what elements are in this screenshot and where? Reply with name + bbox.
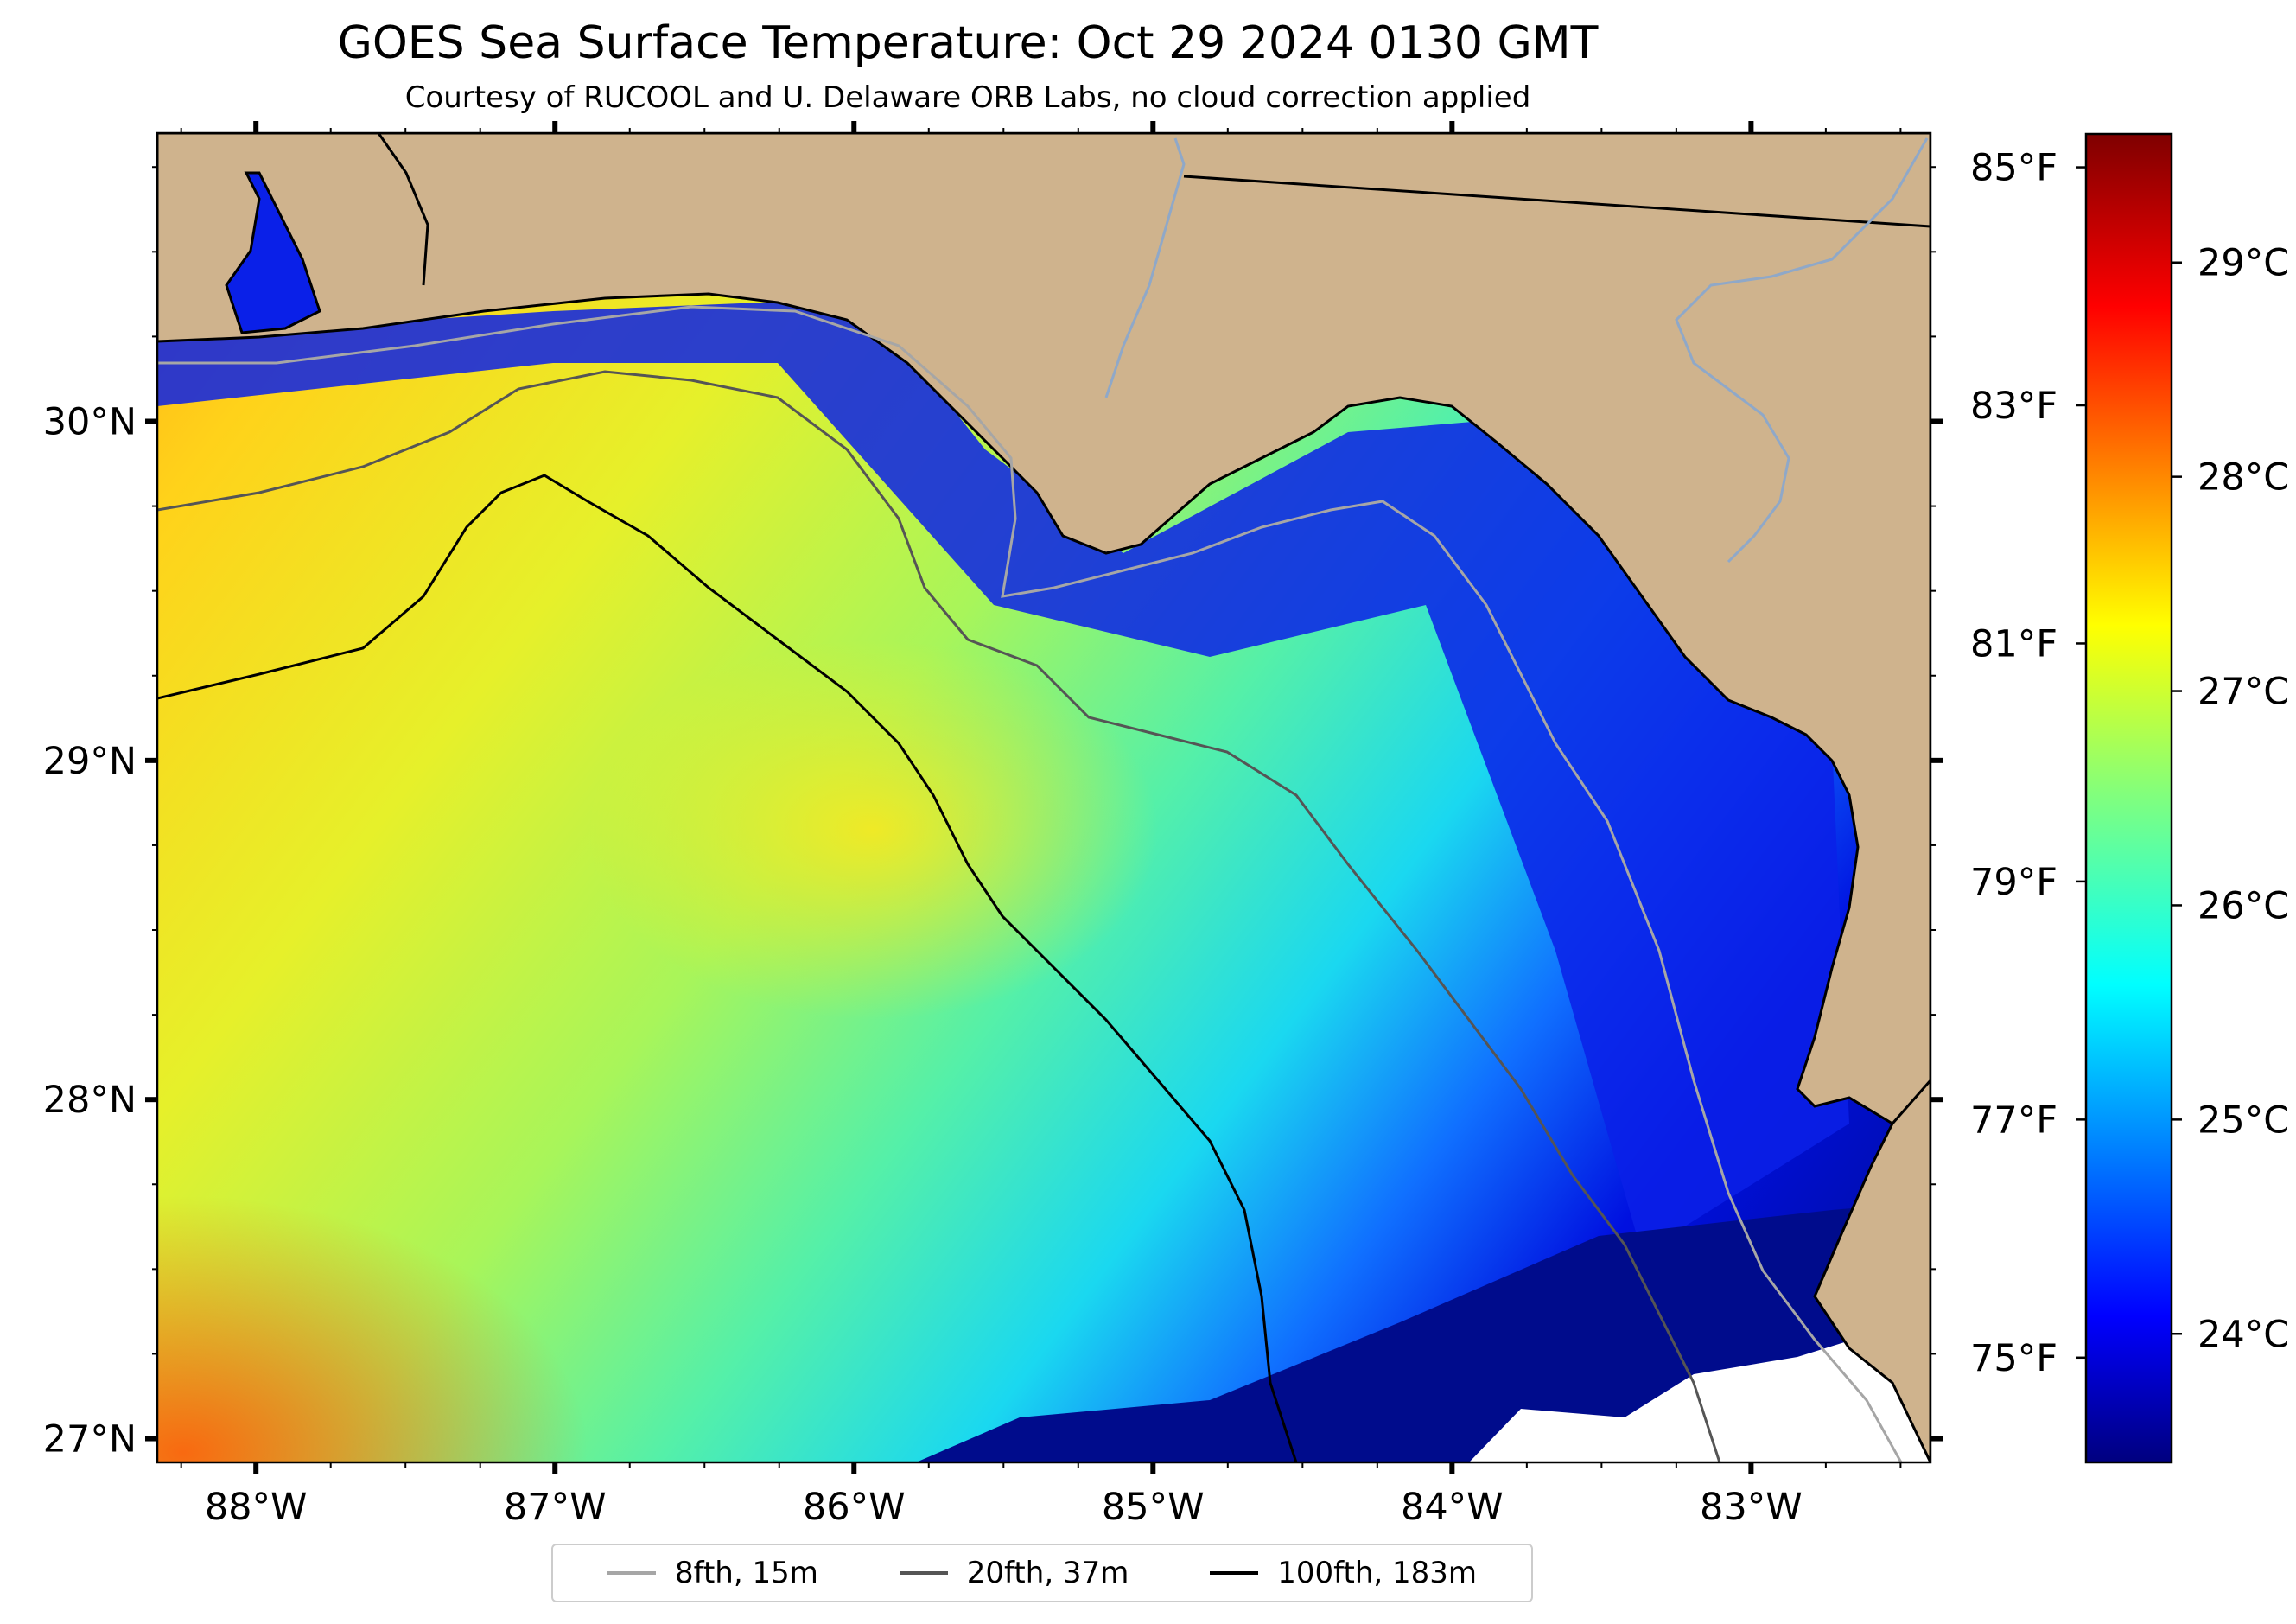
colorbar-fahrenheit-label: 85°F <box>1970 147 2057 190</box>
colorbar-fahrenheit-label: 83°F <box>1970 385 2057 428</box>
colorbar-celsius-label: 27°C <box>2197 671 2289 714</box>
legend-label: 8fth, 15m <box>674 1556 818 1590</box>
state-boundary-west <box>377 133 429 286</box>
lat-tick-label: 27°N <box>43 1418 137 1462</box>
map-subtitle: Courtesy of RUCOOL and U. Delaware ORB L… <box>404 80 1531 115</box>
latitude-labels: 30°N 29°N 28°N 27°N <box>43 400 137 1461</box>
state-boundary <box>1183 175 1930 228</box>
colorbar-fahrenheit-label: 81°F <box>1970 622 2057 666</box>
map-title: GOES Sea Surface Temperature: Oct 29 202… <box>337 17 1599 69</box>
isobath-37m <box>157 370 1721 1462</box>
colorbar-celsius-label: 26°C <box>2197 884 2289 927</box>
land-north <box>157 133 1930 1462</box>
legend-label: 20fth, 37m <box>966 1556 1129 1590</box>
colorbar-celsius-labels: 24°C 25°C 26°C 27°C 28°C 29°C <box>2172 242 2289 1356</box>
colorbar-celsius-label: 28°C <box>2197 456 2289 500</box>
legend-line-swatch <box>1210 1571 1259 1575</box>
legend-item: 8fth, 15m <box>607 1556 818 1590</box>
colorbar-celsius-label: 29°C <box>2197 242 2289 285</box>
warm-tongue-region <box>588 640 1158 1020</box>
legend-item: 20fth, 37m <box>899 1556 1129 1590</box>
map-frame <box>156 131 1932 1464</box>
isobath-183m <box>157 474 1298 1462</box>
legend-label: 100fth, 183m <box>1277 1556 1478 1590</box>
isobath-15m <box>157 305 1903 1462</box>
river <box>1675 137 1929 564</box>
colorbar-fahrenheit-label: 79°F <box>1970 861 2057 904</box>
map-panel <box>157 133 1930 1462</box>
lat-tick-label: 30°N <box>43 400 137 443</box>
cold-nearshore-water <box>157 298 1849 1253</box>
axis-ticks <box>145 121 1943 1474</box>
lon-tick-label: 86°W <box>803 1486 906 1529</box>
isobath-legend: 8fth, 15m 20fth, 37m 100fth, 183m <box>551 1544 1533 1602</box>
colorbar-fahrenheit-labels: 75°F 77°F 79°F 81°F 83°F 85°F <box>1970 147 2086 1380</box>
longitude-labels: 88°W 87°W 86°W 85°W 84°W 83°W <box>205 1486 1803 1529</box>
lat-tick-label: 28°N <box>43 1079 137 1122</box>
lon-tick-label: 87°W <box>504 1486 607 1529</box>
colorbar-fahrenheit-label: 77°F <box>1970 1099 2057 1142</box>
lon-tick-label: 85°W <box>1102 1486 1205 1529</box>
warm-water-region <box>157 968 812 1462</box>
lon-tick-label: 84°W <box>1401 1486 1504 1529</box>
legend-line-swatch <box>899 1571 948 1575</box>
lon-tick-label: 83°W <box>1700 1486 1803 1529</box>
lat-tick-label: 29°N <box>43 740 137 783</box>
lon-tick-label: 88°W <box>205 1486 308 1529</box>
legend-line-swatch <box>607 1571 656 1575</box>
colorbar-celsius-label: 25°C <box>2197 1099 2289 1142</box>
legend-item: 100fth, 183m <box>1210 1556 1477 1590</box>
colorbar-celsius-label: 24°C <box>2197 1313 2289 1356</box>
colorbar-fahrenheit-label: 75°F <box>1970 1337 2057 1380</box>
river <box>1104 137 1186 398</box>
mobile-bay <box>225 171 321 334</box>
colorbar <box>2084 132 2173 1464</box>
